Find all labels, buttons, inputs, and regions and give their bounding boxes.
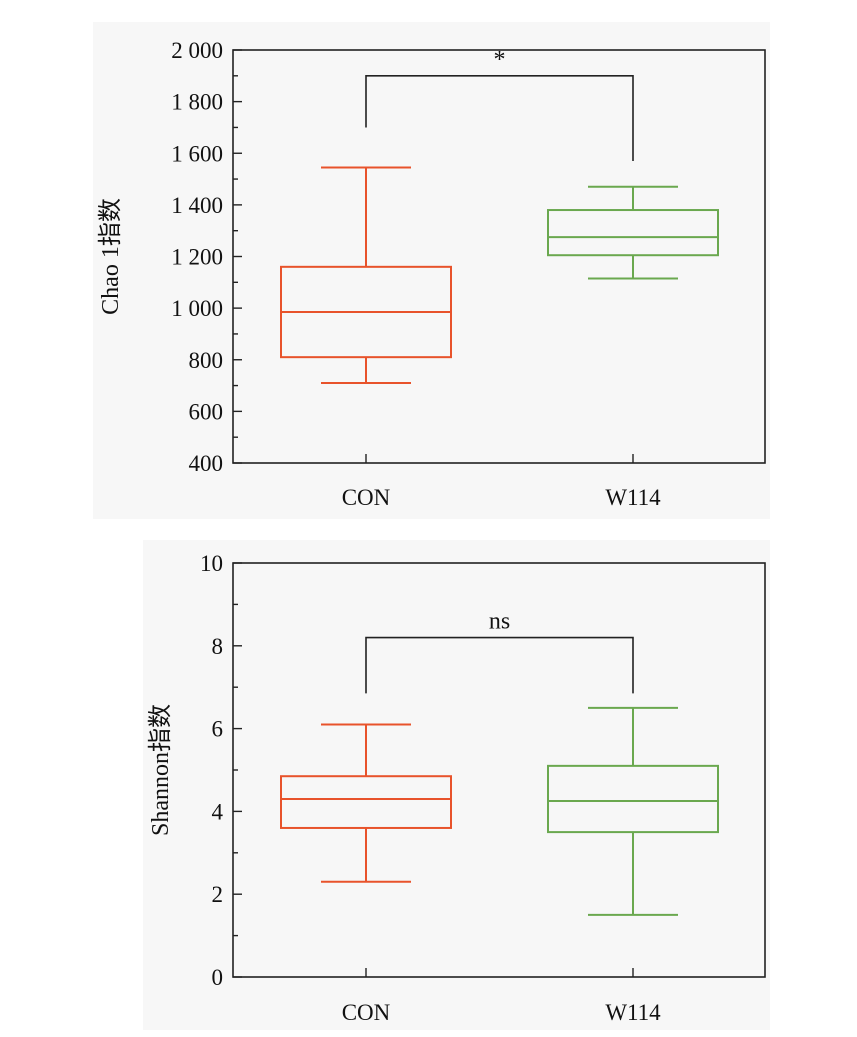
chao1-xtick-label: W114 [605, 485, 661, 510]
chao1-ytick-label: 2 000 [171, 38, 223, 63]
chao1-panel [93, 22, 770, 519]
shannon-box-con [280, 775, 452, 829]
shannon-ytick-label: 8 [212, 634, 224, 659]
shannon-ytick-label: 6 [212, 717, 224, 742]
chao1-ytick-label: 1 400 [171, 193, 223, 218]
chao1-ylabel: Chao 1指数 [97, 198, 124, 315]
chao1-ytick-label: 1 000 [171, 296, 223, 321]
shannon-xtick-label: CON [342, 1000, 391, 1025]
chao1-ytick-label: 1 600 [171, 141, 223, 166]
chao1-axes-frame [232, 49, 766, 464]
shannon-xtick-label: W114 [605, 1000, 661, 1025]
shannon-box-w114 [547, 764, 719, 834]
chao1-ytick-label: 1 200 [171, 245, 223, 270]
shannon-panel [143, 540, 770, 1030]
shannon-significance-bracket [365, 636, 634, 694]
shannon-ytick-label: 10 [200, 551, 223, 576]
shannon-ytick-label: 0 [212, 965, 224, 990]
chao1-ytick-label: 400 [189, 451, 224, 476]
shannon-significance-label: ns [489, 609, 510, 635]
shannon-ytick-label: 4 [212, 799, 224, 824]
chao1-ytick-label: 600 [189, 399, 224, 424]
chao1-significance-label: * [494, 47, 506, 73]
chao1-ytick-label: 800 [189, 348, 224, 373]
shannon-ylabel: Shannon指数 [147, 704, 174, 836]
shannon-ytick-label: 2 [212, 882, 224, 907]
chao1-box-w114 [547, 209, 719, 257]
chao1-ytick-label: 1 800 [171, 90, 223, 115]
chao1-significance-bracket [365, 75, 634, 161]
chao1-xtick-label: CON [342, 485, 391, 510]
